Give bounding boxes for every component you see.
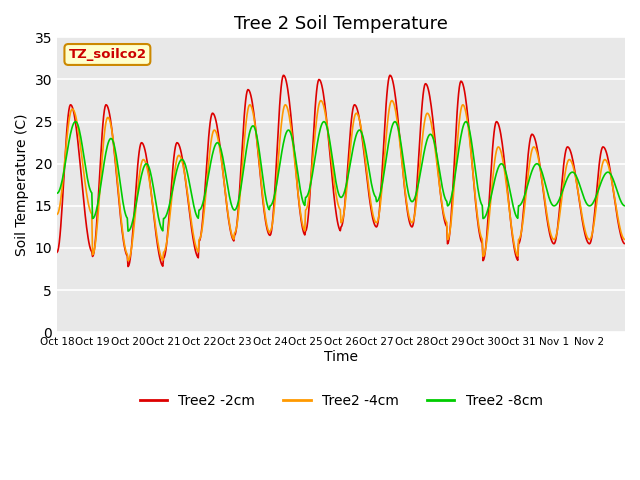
Tree2 -2cm — [620, 240, 628, 246]
Tree2 -8cm — [620, 203, 628, 209]
Legend: Tree2 -2cm, Tree2 -4cm, Tree2 -8cm: Tree2 -2cm, Tree2 -4cm, Tree2 -8cm — [134, 389, 548, 414]
Tree2 -4cm — [620, 237, 628, 242]
Tree2 -4cm — [53, 211, 61, 217]
Tree2 -8cm — [124, 228, 132, 234]
Tree2 -8cm — [120, 207, 128, 213]
Tree2 -4cm — [225, 215, 232, 221]
Text: TZ_soilco2: TZ_soilco2 — [68, 48, 147, 61]
X-axis label: Time: Time — [324, 350, 358, 364]
Tree2 -4cm — [275, 158, 282, 164]
Tree2 -8cm — [53, 191, 61, 196]
Tree2 -4cm — [317, 98, 325, 104]
Tree2 -2cm — [433, 152, 440, 157]
Line: Tree2 -4cm: Tree2 -4cm — [57, 101, 624, 261]
Tree2 -8cm — [253, 136, 261, 142]
Y-axis label: Soil Temperature (C): Soil Temperature (C) — [15, 114, 29, 256]
Tree2 -2cm — [275, 127, 282, 132]
Tree2 -4cm — [124, 258, 132, 264]
Tree2 -4cm — [401, 184, 408, 190]
Tree2 -2cm — [401, 186, 408, 192]
Tree2 -8cm — [275, 168, 283, 173]
Tree2 -8cm — [225, 193, 233, 199]
Title: Tree 2 Soil Temperature: Tree 2 Soil Temperature — [234, 15, 448, 33]
Tree2 -2cm — [53, 249, 61, 255]
Tree2 -2cm — [124, 264, 132, 269]
Tree2 -4cm — [120, 236, 127, 242]
Tree2 -4cm — [433, 157, 440, 163]
Line: Tree2 -8cm: Tree2 -8cm — [57, 121, 624, 231]
Tree2 -2cm — [253, 136, 260, 142]
Tree2 -8cm — [401, 167, 408, 173]
Tree2 -2cm — [225, 217, 232, 223]
Tree2 -4cm — [253, 135, 260, 141]
Tree2 -2cm — [386, 72, 394, 78]
Line: Tree2 -2cm: Tree2 -2cm — [57, 75, 624, 266]
Tree2 -2cm — [120, 239, 127, 245]
Tree2 -8cm — [433, 150, 440, 156]
Tree2 -8cm — [72, 119, 79, 124]
